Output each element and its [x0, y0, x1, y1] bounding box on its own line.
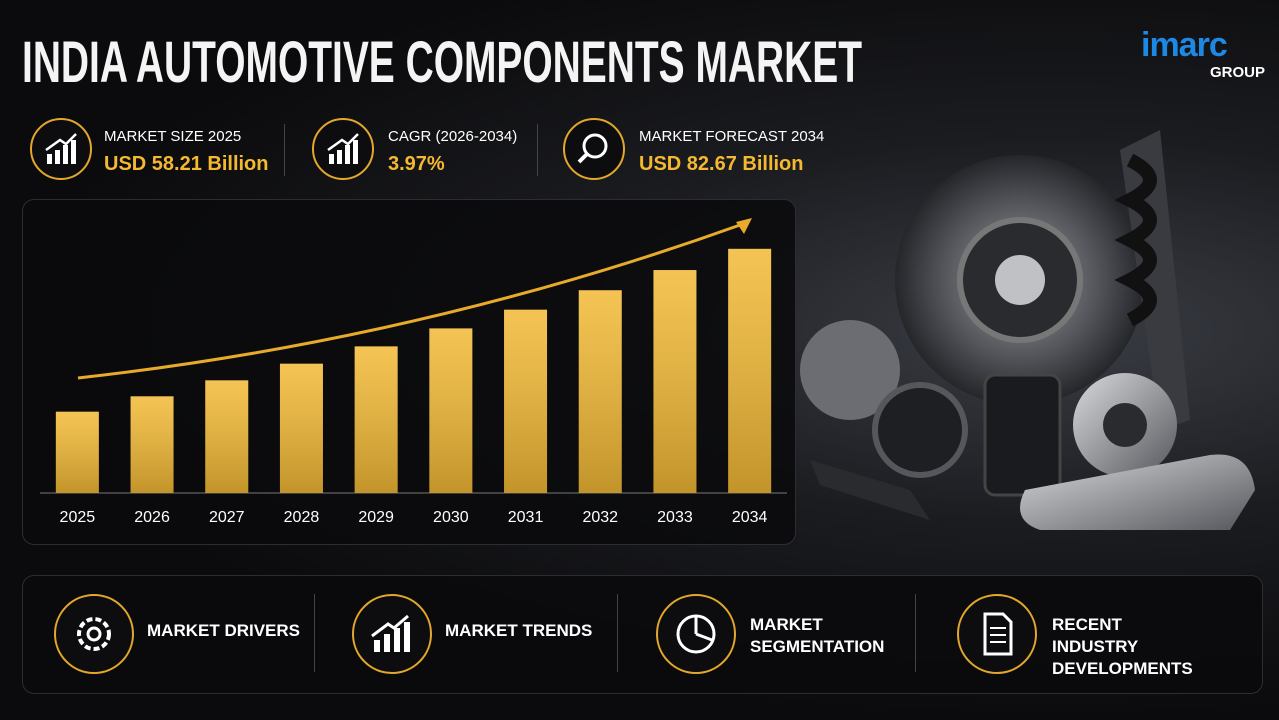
footer-label: MARKET DRIVERS: [147, 621, 301, 640]
bar-shade: [653, 270, 697, 493]
stat-label: MARKET SIZE 2025: [104, 128, 242, 145]
bar-shade: [205, 380, 249, 493]
footer-icon: [656, 594, 736, 674]
x-tick-label: 2028: [284, 509, 320, 526]
trend-arrow: [77, 223, 741, 380]
bar-shade: [55, 411, 99, 493]
bar-shade: [130, 396, 174, 493]
x-tick-label: 2034: [732, 509, 768, 526]
x-tick-label: 2032: [582, 509, 618, 526]
bar-shade: [429, 328, 473, 493]
footer-icon: [957, 594, 1037, 674]
stat-value: USD 82.67 Billion: [639, 153, 804, 175]
divider: [314, 594, 315, 672]
footer-label: RECENT INDUSTRY DEVELOPMENTS: [1052, 615, 1193, 678]
x-tick-label: 2025: [60, 509, 96, 526]
title-area: INDIA AUTOMOTIVE COMPONENTS MARKET: [22, 30, 862, 95]
chart: 2025 2026 2027 2028 2029 2030 2031 2032 2033 2034: [40, 218, 787, 526]
stat-icon: [312, 118, 374, 180]
logo-sub: GROUP: [1210, 64, 1266, 81]
footer-icon: [54, 594, 134, 674]
bar-shade: [578, 290, 622, 493]
bar-shade: [354, 346, 398, 493]
trend-arrow-head: [736, 218, 752, 234]
bar-shade: [279, 363, 323, 493]
x-tick-label: 2027: [209, 509, 245, 526]
title: INDIA AUTOMOTIVE COMPONENTS MARKET: [22, 30, 862, 95]
x-tick-label: 2030: [433, 509, 469, 526]
footer-label: MARKET TRENDS: [445, 621, 593, 640]
stat-value: USD 58.21 Billion: [104, 153, 269, 175]
stat-label: MARKET FORECAST 2034: [639, 128, 825, 145]
divider: [537, 124, 538, 176]
footer-label: MARKET SEGMENTATION: [750, 615, 885, 656]
stat-icon: [30, 118, 92, 180]
x-tick-label: 2033: [657, 509, 693, 526]
stat-icon: [563, 118, 625, 180]
bar-shade: [504, 309, 548, 493]
x-tick-label: 2026: [134, 509, 170, 526]
x-tick-label: 2029: [358, 509, 394, 526]
footer-panel: [22, 575, 1263, 694]
divider: [617, 594, 618, 672]
bar-shade: [728, 248, 772, 493]
stat-label: CAGR (2026-2034): [388, 128, 518, 145]
footer-icon: [352, 594, 432, 674]
parts-illustration: [800, 130, 1255, 530]
x-tick-label: 2031: [508, 509, 544, 526]
logo: imarc: [1141, 26, 1228, 64]
stat-value: 3.97%: [388, 153, 445, 175]
divider: [915, 594, 916, 672]
divider: [284, 124, 285, 176]
